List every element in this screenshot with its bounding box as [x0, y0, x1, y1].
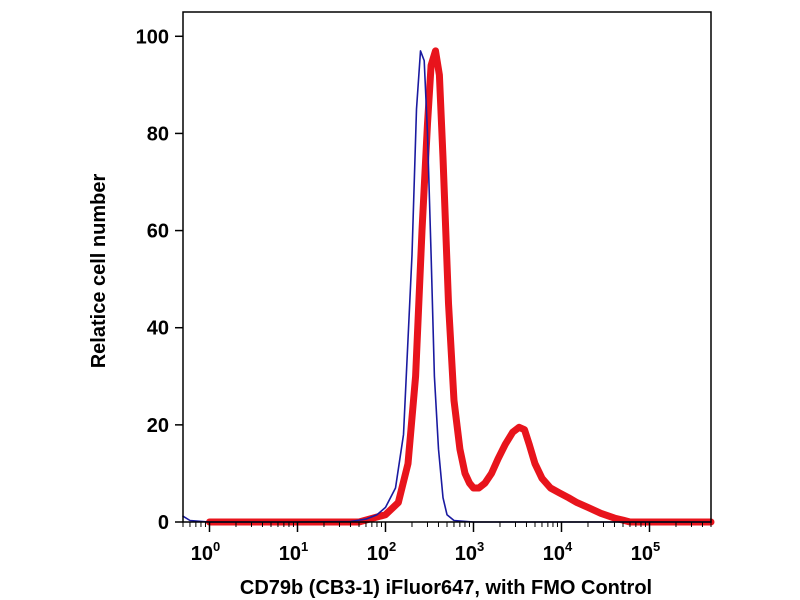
y-tick-label: 20 [147, 415, 169, 437]
x-tick-label: 101 [279, 539, 308, 565]
x-tick-label: 104 [543, 539, 573, 565]
x-tick-label: 102 [367, 539, 396, 565]
y-tick-label: 40 [147, 318, 169, 340]
y-tick-label: 80 [147, 123, 169, 145]
y-tick-label: 60 [147, 221, 169, 243]
y-axis: 0 20 40 60 80 100 [136, 26, 183, 534]
x-tick-label: 100 [191, 539, 220, 565]
series-line-2 [206, 47, 715, 526]
plot-area [182, 47, 715, 526]
y-axis-title: Relatice cell number [88, 174, 110, 369]
y-tick-label: 100 [136, 26, 169, 48]
y-tick-label: 0 [158, 512, 169, 534]
x-axis: 100 101 102 103 104 105 [182, 522, 712, 565]
x-axis-title: CD79b (CB3-1) iFluor647, with FMO Contro… [240, 577, 652, 599]
x-tick-label: 105 [631, 539, 660, 565]
x-tick-label: 103 [455, 539, 484, 565]
